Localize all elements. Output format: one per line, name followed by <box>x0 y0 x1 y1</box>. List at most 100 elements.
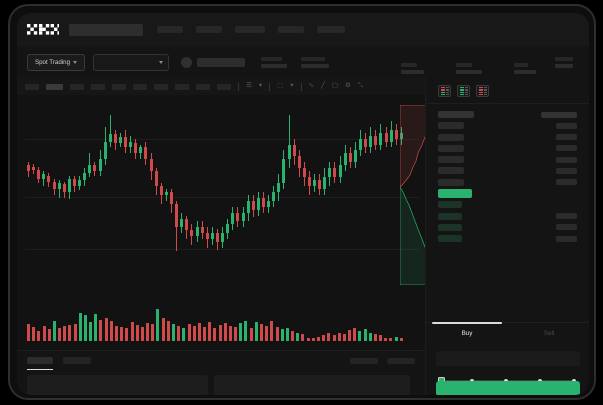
indicators-icon[interactable]: ⬚ <box>277 82 284 90</box>
bottom-panel-right[interactable] <box>214 375 410 395</box>
orderbook-mode-bids-icon <box>459 86 464 96</box>
timeframe-7[interactable] <box>154 83 168 90</box>
orderbook-mode-asks[interactable] <box>476 85 489 97</box>
orderbook-row[interactable] <box>438 121 577 130</box>
price-chart[interactable] <box>17 95 442 350</box>
fullscreen-icon[interactable]: ⤡ <box>357 82 364 90</box>
volume-bar <box>104 317 108 341</box>
timeframe-6[interactable] <box>133 83 147 90</box>
timeframe-8[interactable] <box>175 83 189 90</box>
tab-buy[interactable]: Buy <box>426 322 508 344</box>
slider-stop-25[interactable] <box>470 378 474 383</box>
indicators-chevron-icon[interactable]: ▾ <box>290 82 294 90</box>
volume-bar <box>368 332 372 341</box>
coin-avatar <box>181 56 192 68</box>
volume-bar <box>125 328 129 341</box>
orderbook-row[interactable] <box>438 155 577 164</box>
slider-track <box>441 380 575 381</box>
trendline-icon[interactable]: ∿ <box>308 82 314 90</box>
settings-gear-icon[interactable]: ⚙ <box>345 82 351 90</box>
volume-bar <box>311 338 315 341</box>
orderbook-mode-both-icon <box>440 86 445 96</box>
slider-stop-100[interactable] <box>572 378 576 383</box>
orderbook-row[interactable] <box>438 144 577 153</box>
tab-sell[interactable]: Sell <box>543 330 555 337</box>
trading-pair-dropdown[interactable] <box>93 53 169 71</box>
volume-bar <box>244 321 248 341</box>
bottom-action-2[interactable] <box>387 357 415 364</box>
volume-histogram <box>27 307 405 341</box>
timeframe-4[interactable] <box>91 83 105 90</box>
orderbook-row-size <box>556 235 577 242</box>
orderbook-row-size <box>556 122 577 129</box>
slider-stop-50[interactable] <box>504 378 508 383</box>
order-form-tabs: Buy Sell <box>426 322 589 344</box>
volume-bar <box>151 324 155 341</box>
timeframe-3[interactable] <box>70 83 84 90</box>
volume-bar <box>115 325 119 341</box>
orderbook-row[interactable] <box>438 133 577 142</box>
timeframe-5[interactable] <box>112 83 126 90</box>
orderbook-row-price <box>438 156 464 164</box>
volume-bar <box>389 338 393 341</box>
orderbook-row[interactable] <box>438 234 577 243</box>
nav-item-1[interactable] <box>157 26 183 33</box>
market-type-dropdown[interactable]: Spot Trading <box>27 53 85 71</box>
orderbook-row[interactable] <box>438 223 577 232</box>
volume-bar <box>192 326 196 341</box>
timeframe-1[interactable] <box>25 83 39 90</box>
bottom-panel-left[interactable] <box>27 375 208 395</box>
orderbook-row[interactable] <box>438 178 577 187</box>
chart-type-chevron-icon[interactable]: ▾ <box>258 82 263 90</box>
orderbook-row-price <box>438 223 462 231</box>
order-price-field[interactable] <box>436 351 580 366</box>
header-stat-1 <box>401 63 424 74</box>
orderbook-row[interactable] <box>438 212 577 221</box>
volume-bar <box>208 321 212 341</box>
volume-bar <box>399 338 403 341</box>
orderbook-row-size <box>556 167 577 174</box>
orders-tab-1[interactable] <box>27 357 53 371</box>
volume-bar <box>120 326 124 341</box>
volume-bar <box>291 330 295 341</box>
nav-item-5[interactable] <box>317 26 345 33</box>
orders-tab-2[interactable] <box>63 357 91 364</box>
timeframe-10[interactable] <box>217 83 231 90</box>
toolbar-divider <box>269 82 271 91</box>
orderbook-mode-both[interactable] <box>438 85 451 97</box>
orderbook-row-price <box>438 201 462 209</box>
slider-stop-75[interactable] <box>538 378 542 383</box>
place-buy-order-button[interactable] <box>436 381 580 395</box>
toolbar-divider <box>238 82 239 91</box>
nav-item-4[interactable] <box>278 26 304 33</box>
orderbook-row-size <box>556 145 577 152</box>
okx-logo[interactable] <box>27 24 59 35</box>
volume-bar <box>353 328 357 341</box>
orderbook-row[interactable] <box>438 189 577 199</box>
volume-bar <box>83 315 87 341</box>
orderbook-row-size <box>556 134 577 141</box>
volume-bar <box>223 323 227 341</box>
chart-toolbar: ☰ ▾ ⬚ ▾ ∿ ╱ ▢ ⚙ ⤡ <box>17 78 425 95</box>
volume-bar <box>166 321 170 341</box>
bottom-action-1[interactable] <box>350 357 378 364</box>
timeframe-9[interactable] <box>196 83 210 90</box>
timeframe-2[interactable] <box>46 83 63 90</box>
orderbook-rows[interactable] <box>426 104 589 243</box>
nav-item-3[interactable] <box>235 26 265 33</box>
volume-bar <box>363 329 367 341</box>
orderbook-row[interactable] <box>438 110 577 119</box>
orderbook-mode-bids[interactable] <box>457 85 470 97</box>
header-stats <box>401 63 536 74</box>
snapshot-camera-icon[interactable]: ▢ <box>331 82 339 90</box>
orderbook-row-price <box>438 133 464 141</box>
top-navigation-bar <box>17 13 589 46</box>
ticker-stat-2 <box>301 56 329 68</box>
nav-item-2[interactable] <box>196 26 222 33</box>
volume-bar <box>203 326 207 341</box>
orderbook-row[interactable] <box>438 200 577 209</box>
chart-type-icon[interactable]: ☰ <box>246 82 252 90</box>
orderbook-row[interactable] <box>438 166 577 175</box>
global-search-input[interactable] <box>69 23 143 36</box>
draw-pencil-icon[interactable]: ╱ <box>320 82 325 90</box>
